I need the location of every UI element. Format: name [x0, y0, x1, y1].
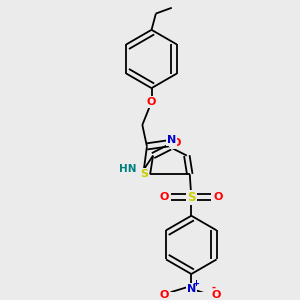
Text: N: N [167, 135, 176, 145]
Text: O: O [212, 290, 221, 300]
Text: O: O [147, 97, 156, 107]
Text: N: N [187, 284, 196, 294]
Text: O: O [160, 290, 169, 300]
Text: -: - [212, 283, 215, 293]
Text: S: S [187, 191, 196, 204]
Text: +: + [192, 279, 200, 288]
Text: O: O [213, 192, 223, 202]
Text: O: O [171, 138, 181, 148]
Text: O: O [160, 192, 169, 202]
Text: S: S [141, 169, 148, 179]
Text: HN: HN [119, 164, 136, 174]
